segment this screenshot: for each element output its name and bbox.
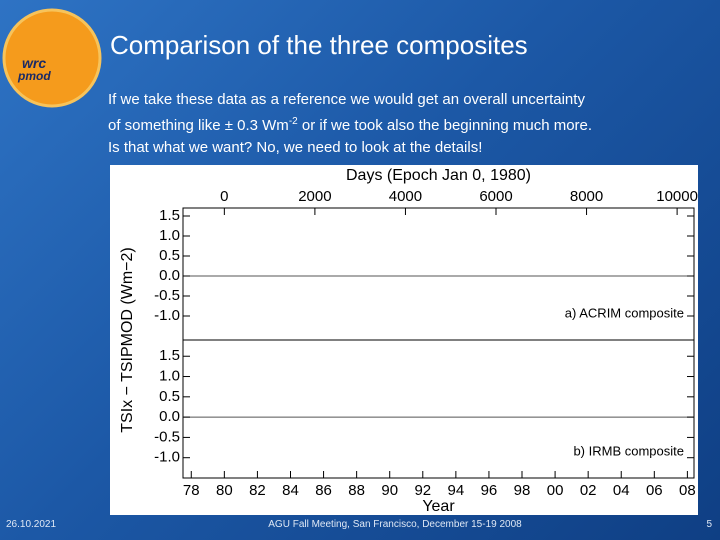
x2-tick-label: 4000 <box>389 188 422 205</box>
y-tick-label: 1.5 <box>159 347 180 364</box>
panel-annotation: a) ACRIM composite <box>565 305 684 320</box>
x-tick-label: 02 <box>580 482 597 499</box>
x-tick-label: 00 <box>547 482 564 499</box>
body-line: If we take these data as a reference we … <box>108 91 585 108</box>
y-tick-label: 1.0 <box>159 227 180 244</box>
sun <box>4 10 100 106</box>
logo: wrc pmod <box>2 8 102 108</box>
x-tick-label: 84 <box>282 482 299 499</box>
sun-rim <box>2 8 102 108</box>
x-tick-label: 94 <box>448 482 465 499</box>
footer-page: 5 <box>706 519 712 530</box>
footer-date: 26.10.2021 <box>6 519 57 530</box>
y-tick-label: 0.0 <box>159 267 180 284</box>
text: of something like ± 0.3 Wm <box>108 117 289 134</box>
x2-tick-label: 8000 <box>570 188 603 205</box>
y-tick-label: 0.0 <box>159 408 180 425</box>
panel-annotation: b) IRMB composite <box>573 443 684 458</box>
x-tick-label: 82 <box>249 482 266 499</box>
y-tick-label: -1.0 <box>154 307 180 324</box>
body-line: Is that what we want? No, we need to loo… <box>108 139 483 156</box>
x-axis-label: Year <box>422 498 455 515</box>
y-tick-label: 0.5 <box>159 388 180 405</box>
x2-tick-label: 0 <box>220 188 228 205</box>
y-tick-label: -0.5 <box>154 287 180 304</box>
y-tick-label: 1.5 <box>159 207 180 224</box>
x-tick-label: 96 <box>481 482 498 499</box>
x-tick-label: 08 <box>679 482 696 499</box>
slide-title: Comparison of the three composites <box>110 30 528 60</box>
x-tick-label: 98 <box>514 482 531 499</box>
logo-text: pmod <box>17 69 51 83</box>
x-tick-label: 06 <box>646 482 663 499</box>
x-tick-label: 90 <box>381 482 398 499</box>
x-tick-label: 88 <box>348 482 365 499</box>
x2-tick-label: 10000 <box>656 188 698 205</box>
x-tick-label: 92 <box>414 482 431 499</box>
y-tick-label: -1.0 <box>154 449 180 466</box>
footer-event: AGU Fall Meeting, San Francisco, Decembe… <box>268 519 522 530</box>
x2-tick-label: 2000 <box>298 188 331 205</box>
x-tick-label: 04 <box>613 482 630 499</box>
plot-frame <box>182 339 695 479</box>
y-tick-label: -0.5 <box>154 428 180 445</box>
body-text: If we take these data as a reference we … <box>108 89 592 159</box>
logo-text: wrc <box>22 55 46 71</box>
x-tick-label: 80 <box>216 482 233 499</box>
x2-axis-label: Days (Epoch Jan 0, 1980) <box>346 167 531 184</box>
y-tick-label: 0.5 <box>159 247 180 264</box>
y-tick-label: 1.0 <box>159 367 180 384</box>
x-tick-label: 86 <box>315 482 332 499</box>
superscript: -2 <box>288 116 298 127</box>
body-line: of something like ± 0.3 Wm-2 or if we to… <box>108 111 592 137</box>
y-axis-label: TSIx − TSIPMOD (Wm−2) <box>119 247 136 433</box>
text: or if we took also the beginning much mo… <box>297 117 593 134</box>
x2-tick-label: 6000 <box>479 188 512 205</box>
x-tick-label: 78 <box>183 482 200 499</box>
